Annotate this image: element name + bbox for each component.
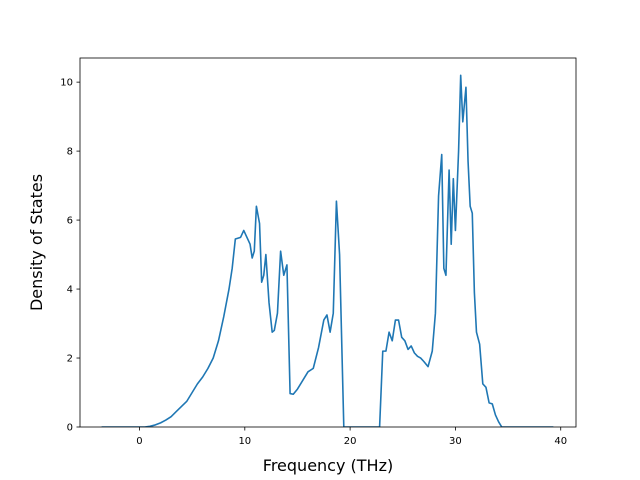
x-axis-label: Frequency (THz) (263, 456, 393, 475)
y-axis-label: Density of States (27, 174, 46, 311)
y-tick-label: 4 (67, 285, 73, 296)
y-tick-label: 10 (60, 78, 73, 89)
x-tick-label: 20 (344, 436, 357, 447)
y-axis-ticks: 0 2 4 6 8 10 (60, 78, 80, 434)
series-line-0 (101, 74, 554, 427)
y-tick-label: 8 (67, 147, 73, 158)
x-tick-label: 0 (136, 436, 142, 447)
x-axis-ticks: 0 10 20 30 40 (136, 427, 567, 447)
plot-area (101, 74, 554, 427)
y-tick-label: 6 (67, 216, 73, 227)
y-tick-label: 2 (67, 354, 73, 365)
y-tick-label: 0 (67, 423, 73, 434)
x-tick-label: 10 (238, 436, 251, 447)
x-tick-label: 30 (449, 436, 462, 447)
x-tick-label: 40 (554, 436, 567, 447)
axes-frame (79, 57, 577, 428)
